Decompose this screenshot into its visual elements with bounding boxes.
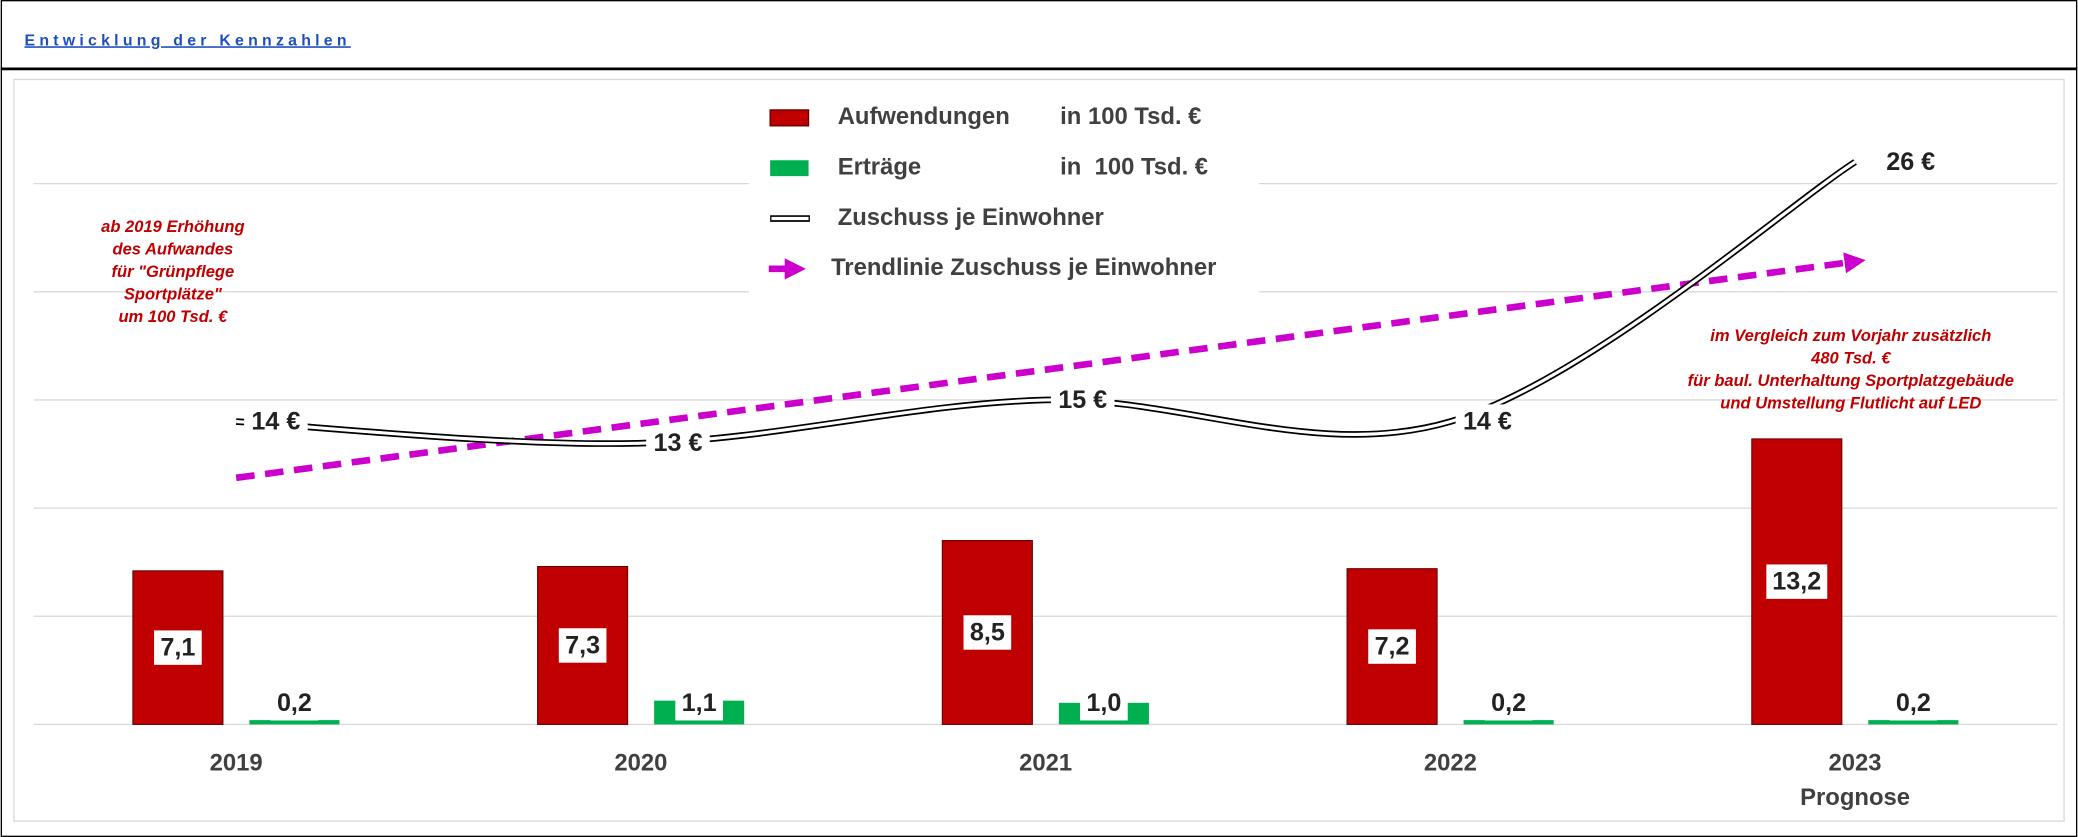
legend-swatch — [769, 109, 810, 127]
value-label: 0,2 — [277, 689, 312, 717]
legend-label: Zuschuss je Einwohner — [838, 204, 1104, 231]
value-label: 7,1 — [160, 634, 195, 662]
value-label: 14 € — [1463, 408, 1512, 436]
value-label: 26 € — [1886, 148, 1935, 176]
value-label-bg — [1484, 686, 1533, 721]
legend-bg — [748, 92, 1259, 295]
bar — [249, 720, 340, 725]
x-tick-label: 2019 — [210, 749, 263, 776]
annotation: für "Grünpflege — [111, 262, 234, 281]
annotation: 480 Tsd. € — [1810, 348, 1891, 367]
annotation: des Aufwandes — [112, 240, 233, 259]
legend-label: Erträge — [838, 153, 921, 180]
value-label-bg — [1889, 686, 1938, 721]
legend-unit: in 100 Tsd. € — [1060, 103, 1201, 130]
annotation: ab 2019 Erhöhung — [101, 217, 244, 236]
value-label-bg — [154, 630, 202, 665]
value-label-bg — [1368, 629, 1416, 664]
x-tick-label: 2021 — [1019, 749, 1072, 776]
legend-label: Aufwendungen — [838, 103, 1010, 130]
value-label-bg — [1080, 686, 1128, 721]
value-label-bg — [963, 615, 1012, 650]
value-label: 7,2 — [1375, 633, 1410, 661]
value-label: 13 € — [653, 429, 702, 457]
legend-label: Trendlinie Zuschuss je Einwohner — [831, 254, 1216, 281]
legend-swatch — [770, 160, 809, 177]
annotation: im Vergleich zum Vorjahr zusätzlich — [1710, 326, 1991, 345]
bar — [1463, 720, 1554, 725]
annotation: und Umstellung Flutlicht auf LED — [1720, 393, 1981, 412]
x-sublabel: Prognose — [1800, 784, 1910, 811]
value-label-bg — [1050, 382, 1115, 418]
value-label: 14 € — [251, 408, 300, 436]
value-label-bg — [1766, 564, 1828, 599]
value-label: 0,2 — [1896, 689, 1931, 717]
value-label: 7,3 — [565, 631, 600, 659]
value-label-bg — [1455, 404, 1520, 439]
value-label-bg — [1878, 144, 1943, 180]
annotation: Sportplätze" — [124, 285, 223, 304]
value-label: 1,1 — [682, 689, 717, 717]
value-label: 13,2 — [1772, 568, 1821, 596]
plot-frame — [13, 78, 2065, 822]
x-tick-label: 2022 — [1424, 749, 1477, 776]
annotation: um 100 Tsd. € — [118, 307, 228, 326]
legend-unit: in 100 Tsd. € — [1060, 153, 1208, 180]
value-label: 1,0 — [1086, 689, 1121, 717]
value-label: 15 € — [1058, 386, 1107, 414]
value-label-bg — [270, 686, 319, 721]
value-label-bg — [244, 404, 308, 439]
value-label: 0,2 — [1491, 689, 1526, 717]
annotation: für baul. Unterhaltung Sportplatzgebäude — [1688, 371, 2014, 390]
x-tick-label: 2023 — [1829, 749, 1882, 776]
bar — [1868, 720, 1959, 725]
header-title: Entwicklung der Kennzahlen — [25, 32, 351, 49]
value-label-bg — [646, 426, 710, 461]
line — [236, 160, 1856, 446]
x-tick-label: 2020 — [614, 749, 667, 776]
value-label: 8,5 — [970, 618, 1005, 646]
value-label-bg — [675, 686, 724, 721]
value-label-bg — [558, 628, 607, 663]
